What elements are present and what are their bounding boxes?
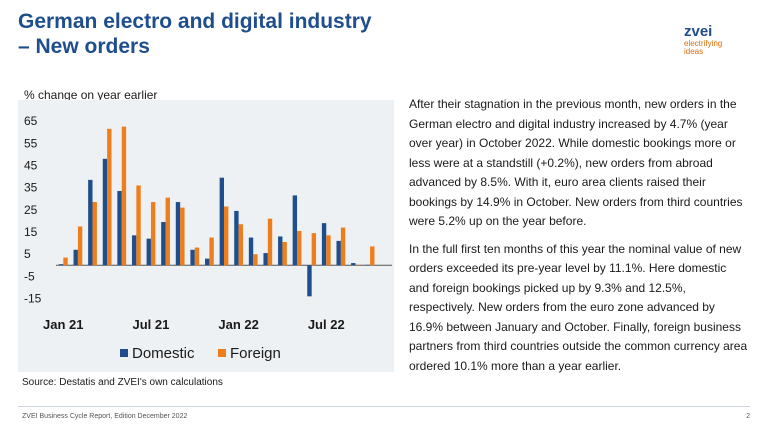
x-tick-label: Jul 21 — [133, 317, 170, 332]
y-tick-label: -15 — [24, 292, 42, 306]
bar-foreign — [92, 202, 97, 266]
bar-foreign — [180, 207, 185, 266]
logo-tagline-2: ideas — [684, 47, 704, 56]
bar-foreign — [326, 235, 331, 266]
slide-title: German electro and digital industry — [18, 10, 372, 33]
bar-domestic — [278, 236, 283, 266]
y-tick-label: 5 — [24, 247, 31, 261]
bar-foreign — [238, 224, 243, 266]
bar-foreign — [150, 202, 156, 266]
bar-domestic — [351, 263, 356, 266]
bar-foreign — [107, 128, 112, 266]
bar-domestic — [219, 177, 224, 266]
x-tick-label: Jul 22 — [308, 317, 345, 332]
bar-domestic — [131, 235, 137, 266]
logo-tagline-1: electrifying — [684, 39, 723, 48]
x-tick-label: Jan 22 — [218, 317, 258, 332]
bar-foreign — [77, 226, 83, 266]
bar-domestic — [292, 195, 298, 266]
bar-foreign — [282, 241, 287, 266]
bar-domestic — [102, 158, 108, 266]
bar-foreign — [340, 227, 346, 266]
bar-foreign — [297, 230, 302, 266]
logo-name: zvei — [684, 23, 713, 40]
footer-text: ZVEI Business Cycle Report, Edition Dece… — [22, 413, 188, 420]
bar-domestic — [205, 258, 210, 266]
y-tick-label: 45 — [24, 158, 38, 172]
legend-swatch-foreign — [218, 349, 226, 357]
bar-domestic — [175, 202, 181, 266]
bar-domestic — [146, 238, 151, 266]
bar-domestic — [190, 249, 195, 266]
y-tick-label: 65 — [24, 114, 38, 128]
zvei-logo: zvei electrifying ideas — [684, 24, 722, 56]
bar-foreign — [165, 197, 170, 266]
bar-foreign — [209, 237, 214, 266]
bar-domestic — [117, 190, 122, 266]
bar-domestic — [161, 222, 166, 266]
bar-foreign — [370, 246, 375, 266]
legend-swatch-domestic — [120, 349, 128, 357]
y-tick-label: 35 — [24, 181, 38, 195]
bar-foreign — [311, 233, 317, 266]
bar-foreign — [194, 247, 200, 266]
bar-foreign — [121, 126, 127, 266]
y-tick-label: -5 — [24, 269, 35, 283]
commentary-paragraph-2: In the full first ten months of this yea… — [409, 241, 748, 373]
footer-divider — [18, 406, 750, 407]
page-number: 2 — [746, 413, 750, 420]
bar-domestic — [234, 210, 239, 266]
bar-foreign — [355, 265, 360, 266]
bar-foreign — [224, 206, 229, 266]
slide-subtitle: – New orders — [18, 35, 150, 58]
source-note: Source: Destatis and ZVEI's own calculat… — [22, 377, 223, 388]
bar-domestic — [88, 179, 93, 266]
y-tick-label: 55 — [24, 136, 38, 150]
commentary-paragraph-1: After their stagnation in the previous m… — [409, 97, 743, 228]
bar-domestic — [58, 264, 64, 266]
bar-domestic — [321, 223, 327, 266]
y-tick-label: 25 — [24, 203, 38, 217]
bar-domestic — [73, 249, 78, 266]
bar-domestic — [248, 237, 254, 266]
bar-domestic — [365, 264, 371, 266]
bar-domestic — [336, 240, 341, 266]
y-tick-label: 15 — [24, 225, 38, 239]
bar-foreign — [63, 257, 68, 266]
legend-label-domestic: Domestic — [132, 345, 195, 362]
bar-foreign — [253, 254, 258, 266]
bar-foreign — [267, 218, 273, 266]
bar-domestic — [307, 265, 312, 297]
bar-domestic — [263, 253, 268, 266]
x-tick-label: Jan 21 — [43, 317, 83, 332]
legend-label-foreign: Foreign — [230, 345, 281, 362]
y-axis-label: % change on year earlier — [24, 88, 158, 102]
bar-foreign — [136, 185, 141, 266]
commentary: After their stagnation in the previous m… — [409, 95, 749, 384]
